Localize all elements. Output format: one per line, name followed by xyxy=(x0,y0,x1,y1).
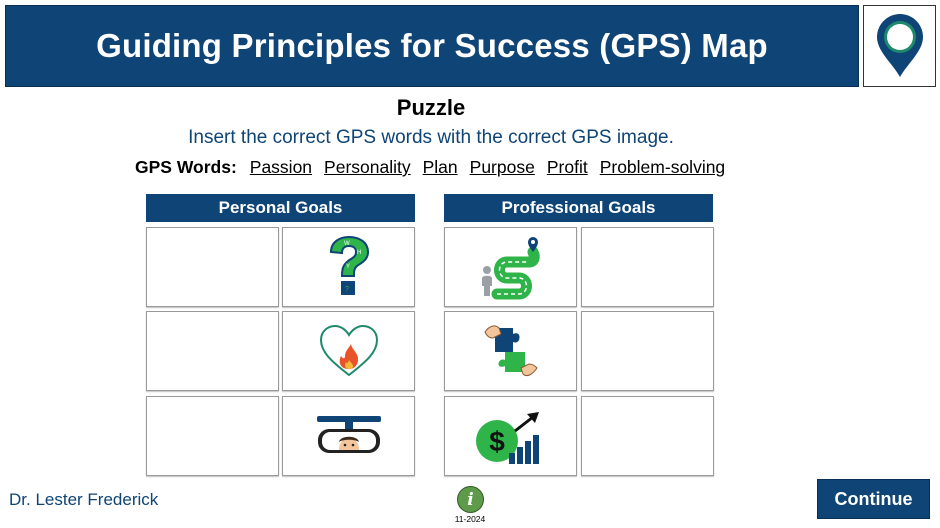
personal-drop-zone-2[interactable] xyxy=(146,311,279,391)
title-bar: Guiding Principles for Success (GPS) Map xyxy=(5,5,859,87)
page-title: Guiding Principles for Success (GPS) Map xyxy=(96,27,768,64)
personal-image-cell-3 xyxy=(282,396,415,476)
gps-word-personality[interactable]: Personality xyxy=(324,157,411,177)
professional-drop-zone-3[interactable] xyxy=(581,396,714,476)
puzzle-heading: Puzzle xyxy=(396,95,466,120)
gps-word-plan[interactable]: Plan xyxy=(422,157,458,177)
question-mark-icon: W H Y ? xyxy=(329,236,369,295)
professional-image-cell-1 xyxy=(444,227,577,307)
puzzle-hands-icon xyxy=(483,325,538,377)
map-pin-icon xyxy=(876,14,923,77)
gps-word-purpose[interactable]: Purpose xyxy=(469,157,535,177)
gps-words-label: GPS Words: xyxy=(135,157,237,177)
gps-word-problem-solving[interactable]: Problem-solving xyxy=(599,157,726,177)
professional-drop-zone-1[interactable] xyxy=(581,227,714,307)
continue-button[interactable]: Continue xyxy=(817,479,930,519)
gps-words-bank: GPS Words: Passion Personality Plan Purp… xyxy=(135,157,737,179)
gps-word-passion[interactable]: Passion xyxy=(249,157,313,177)
personal-image-cell-1: W H Y ? xyxy=(282,227,415,307)
personal-drop-zone-1[interactable] xyxy=(146,227,279,307)
professional-image-cell-2 xyxy=(444,311,577,391)
svg-text:$: $ xyxy=(489,426,505,457)
logo-box xyxy=(863,5,936,87)
question-letter-y: Y xyxy=(346,264,350,270)
professional-drop-zone-2[interactable] xyxy=(581,311,714,391)
gps-word-profit[interactable]: Profit xyxy=(546,157,588,177)
question-letter-h: H xyxy=(357,250,361,256)
personal-drop-zone-3[interactable] xyxy=(146,396,279,476)
personal-goals-header: Personal Goals xyxy=(146,194,415,222)
date-label: 11-2024 xyxy=(454,514,486,524)
info-icon[interactable]: i xyxy=(457,486,484,513)
heart-flame-icon xyxy=(319,325,378,377)
rearview-mirror-icon xyxy=(316,416,381,453)
professional-goals-header: Professional Goals xyxy=(444,194,713,222)
personal-image-cell-2 xyxy=(282,311,415,391)
winding-road-icon xyxy=(481,237,540,300)
question-letter-q: ? xyxy=(345,286,349,293)
author-name: Dr. Lester Frederick xyxy=(9,490,159,509)
instructions-text: Insert the correct GPS words with the co… xyxy=(188,127,674,148)
professional-image-cell-3: $ xyxy=(444,396,577,476)
question-letter-w: W xyxy=(344,241,350,247)
money-growth-icon: $ xyxy=(475,412,539,464)
